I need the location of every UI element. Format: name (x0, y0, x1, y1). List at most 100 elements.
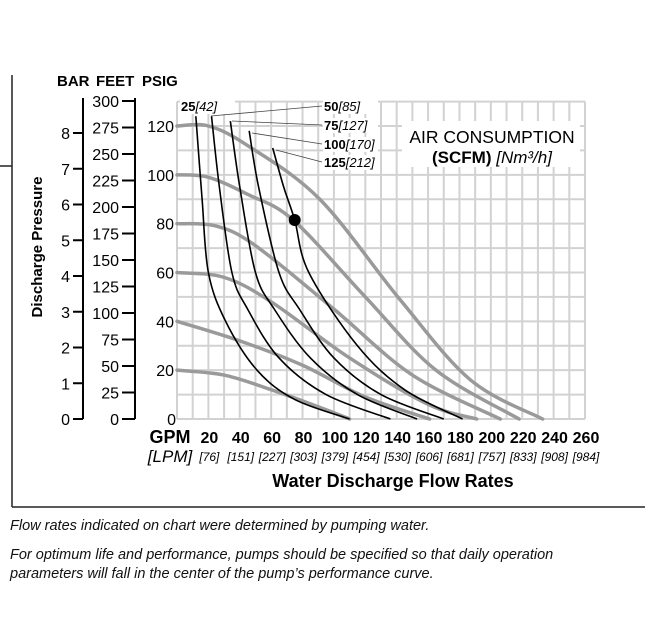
air-curve-label-scfm: 50 (324, 99, 338, 114)
note-flow-rates: Flow rates indicated on chart were deter… (10, 518, 430, 534)
bar-axis-header: BAR (57, 73, 90, 90)
leader-line (210, 105, 323, 117)
feet-tick-label: 300 (92, 94, 119, 111)
psig-axis-header: PSIG (142, 73, 178, 90)
psig-tick-label: 100 (147, 168, 174, 185)
label-background (323, 155, 378, 170)
gpm-tick-label: 160 (416, 430, 443, 447)
air-curve-label: 125[212] (324, 155, 375, 170)
leader-line (231, 120, 323, 126)
air-curve-label: 25[42] (181, 99, 218, 114)
note-optimum-life: For optimum life and performance, pumps … (10, 547, 554, 582)
lpm-tick-label: [606] (415, 450, 443, 464)
lpm-tick-label: [757] (477, 450, 505, 464)
lpm-tick-label: [984] (572, 450, 600, 464)
bar-tick-label: 0 (61, 412, 70, 429)
pressure-curve-80-psig (175, 221, 503, 421)
gpm-tick-label: 220 (510, 430, 537, 447)
leader-line (251, 132, 323, 145)
psig-tick-label: 0 (167, 412, 176, 429)
label-background (323, 137, 378, 152)
legend-unit-italic: [Nm³/h] (495, 148, 553, 167)
label-background (180, 99, 235, 114)
label-background (323, 99, 378, 114)
lpm-tick-label: [908] (540, 450, 568, 464)
axes: BAR FEET PSIG01234567802550751001251501752… (57, 73, 600, 466)
curve-labels: 25[42] 50[85] 75[127] 100[170] 125[212] (180, 99, 378, 170)
air-curve-25-scfm (195, 116, 350, 420)
feet-tick-label: 200 (92, 200, 119, 217)
air-curve-125-scfm (271, 147, 463, 420)
gpm-tick-label: 140 (384, 430, 411, 447)
gpm-tick-label: 200 (478, 430, 505, 447)
air-curve-label: 100[170] (324, 137, 375, 152)
air-curve-50-scfm (210, 116, 391, 420)
feet-tick-label: 150 (92, 253, 119, 270)
feet-tick-label: 75 (101, 333, 119, 350)
gpm-tick-label: 260 (573, 430, 600, 447)
feet-tick-label: 100 (92, 306, 119, 323)
psig-tick-label: 120 (147, 119, 174, 136)
feet-tick-label: 125 (92, 280, 119, 297)
frame (0, 75, 645, 508)
gpm-tick-label: 240 (541, 430, 568, 447)
air-curve-label-metric: [85] (337, 99, 360, 114)
bar-tick-label: 8 (61, 126, 70, 143)
feet-tick-label: 225 (92, 174, 119, 191)
lpm-tick-label: [151] (226, 450, 254, 464)
gpm-tick-label: 20 (200, 430, 218, 447)
gpm-tick-label: 40 (232, 430, 250, 447)
bar-tick-label: 6 (61, 198, 70, 215)
feet-tick-label: 50 (101, 359, 119, 376)
gpm-tick-label: 120 (353, 430, 380, 447)
air-curve-label-scfm: 25 (181, 99, 195, 114)
legend-title: AIR CONSUMPTION (409, 127, 574, 147)
gpm-tick-label: 100 (322, 430, 349, 447)
feet-axis-header: FEET (96, 73, 134, 90)
air-curve-label-metric: [42] (194, 99, 217, 114)
operating-point-marker (288, 214, 301, 227)
bar-tick-label: 1 (61, 376, 70, 393)
air-curve-label-scfm: 125 (324, 155, 346, 170)
feet-tick-label: 0 (110, 412, 119, 429)
psig-tick-label: 20 (156, 363, 174, 380)
air-curve-label-metric: [212] (345, 155, 375, 170)
gpm-tick-label: 180 (447, 430, 474, 447)
air-curve-label: 75[127] (324, 118, 368, 133)
air-curve-label-metric: [127] (337, 118, 367, 133)
gpm-tick-label: 80 (295, 430, 313, 447)
lpm-tick-label: [379] (321, 450, 349, 464)
gpm-tick-label: 60 (263, 430, 281, 447)
label-background (323, 118, 378, 133)
pressure-curve-40-psig (175, 319, 432, 421)
bar-tick-label: 2 (61, 341, 70, 358)
lpm-tick-label: [227] (258, 450, 286, 464)
lpm-unit-label: [LPM] (147, 447, 194, 466)
feet-tick-label: 250 (92, 147, 119, 164)
feet-tick-label: 175 (92, 227, 119, 244)
air-consumption-curves (195, 116, 463, 420)
legend-box: AIR CONSUMPTION (SCFM) [Nm³/h] (402, 121, 580, 167)
psig-tick-label: 80 (156, 217, 174, 234)
x-axis-title: Water Discharge Flow Rates (272, 471, 513, 491)
feet-tick-label: 25 (101, 386, 119, 403)
legend-unit-bold: (SCFM) (432, 148, 491, 167)
lpm-tick-label: [454] (352, 450, 380, 464)
air-curve-label-metric: [170] (345, 137, 375, 152)
pressure-curve-100-psig (175, 173, 521, 421)
y-axis-title: Discharge Pressure (29, 177, 46, 318)
psig-tick-label: 60 (156, 266, 174, 283)
pressure-curve-20-psig (175, 368, 352, 421)
lpm-tick-label: [681] (446, 450, 474, 464)
feet-tick-label: 275 (92, 121, 119, 138)
air-curve-100-scfm (248, 130, 445, 420)
psig-tick-label: 40 (156, 314, 174, 331)
legend-unit: (SCFM) [Nm³/h] (432, 148, 553, 167)
bar-tick-label: 4 (61, 269, 70, 286)
lpm-tick-label: [530] (383, 450, 411, 464)
leader-line (275, 149, 323, 163)
air-curve-label-scfm: 75 (324, 118, 338, 133)
bar-tick-label: 7 (61, 162, 70, 179)
gpm-unit-label: GPM (149, 427, 190, 447)
